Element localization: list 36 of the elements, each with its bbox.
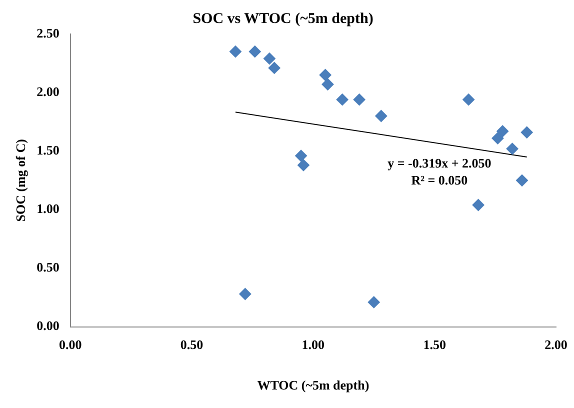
point <box>268 62 280 74</box>
point <box>297 159 310 172</box>
y-tick-label: 2.50 <box>36 25 60 40</box>
point <box>492 132 504 144</box>
point <box>368 296 380 308</box>
annotation: y = -0.319x + 2.050 <box>388 156 492 171</box>
point <box>516 174 528 186</box>
y-tick-label: 1.50 <box>36 142 60 158</box>
point <box>239 288 252 300</box>
point <box>375 110 388 122</box>
point <box>295 150 308 162</box>
point <box>319 68 332 81</box>
x-axis-title: WTOC (~5m depth) <box>257 378 370 393</box>
x-tick-label: 2.00 <box>544 336 568 352</box>
point <box>322 78 334 90</box>
point <box>472 198 484 211</box>
point <box>496 125 509 138</box>
point <box>248 46 261 58</box>
y-tick-label: 1.00 <box>36 201 60 216</box>
point <box>520 126 533 138</box>
point <box>229 46 242 58</box>
annotation: R² = 0.050 <box>411 172 468 188</box>
point <box>353 94 366 106</box>
x-tick-label: 1.50 <box>423 336 446 352</box>
chart-title: SOC vs WTOC (~5m depth) <box>192 10 374 27</box>
point <box>263 52 276 65</box>
point <box>506 142 518 155</box>
x-tick-label: 0.50 <box>180 336 204 352</box>
x-tick-label: 1.00 <box>302 336 325 352</box>
point <box>462 94 475 106</box>
point <box>336 94 348 106</box>
x-tick-label: 0.00 <box>58 336 82 352</box>
y-tick-label: 0.50 <box>36 260 60 275</box>
y-tick-label: 2.00 <box>36 84 60 99</box>
y-axis-title: SOC (mg of C) <box>13 139 28 222</box>
y-tick-label: 0.00 <box>36 318 60 334</box>
